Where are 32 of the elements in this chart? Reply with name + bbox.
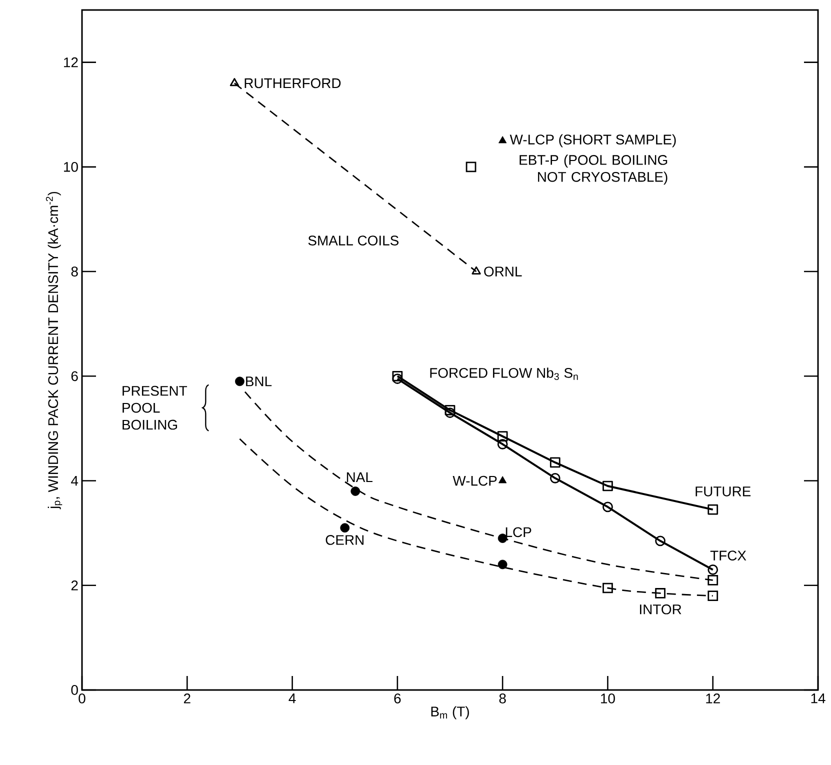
x-tick-label: 14 bbox=[811, 694, 826, 704]
annotation: RUTHERFORD bbox=[244, 78, 341, 88]
y-tick-label: 12 bbox=[64, 57, 78, 68]
annotation: ORNL bbox=[484, 266, 522, 276]
y-tick-label: 4 bbox=[71, 476, 78, 486]
y-tick-label: 8 bbox=[71, 266, 78, 276]
annotation: W-LCP (SHORT SAMPLE) bbox=[510, 134, 676, 148]
annotation: FUTURE bbox=[696, 486, 751, 496]
annotation: EBT-P (POOL BOILING NOT CRYOSTABLE) bbox=[520, 154, 668, 185]
y-axis-title: j$_{p}$, WINDING PACK CURRENT DENSITY (kA·cm$^{-2}$) bbox=[46, 192, 62, 510]
x-tick-label: 2 bbox=[184, 694, 190, 704]
x-tick-label: 8 bbox=[499, 694, 506, 704]
x-tick-label: 4 bbox=[288, 694, 296, 704]
x-axis-title: B$_{m}$ (T) bbox=[431, 706, 469, 720]
annotation: PRESENT POOL BOILING bbox=[122, 386, 188, 430]
annotation: BNL bbox=[246, 376, 272, 386]
x-tick-label: 0 bbox=[78, 694, 86, 704]
annotation: NAL bbox=[346, 472, 372, 482]
annotation: FORCED FLOW Nb$_{3}$ S$_{n}$ bbox=[430, 368, 578, 380]
x-tick-label: 10 bbox=[601, 694, 615, 704]
annotation: CERN bbox=[326, 535, 364, 545]
x-tick-label: 6 bbox=[394, 694, 401, 704]
annotation: TFCX bbox=[710, 550, 746, 560]
y-tick-label: 6 bbox=[71, 371, 78, 382]
y-tick-label: 2 bbox=[71, 580, 78, 590]
x-tick-label: 12 bbox=[706, 694, 720, 704]
y-tick-label: 0 bbox=[71, 685, 78, 695]
annotation: INTOR bbox=[640, 604, 682, 614]
annotation: LCP bbox=[506, 527, 532, 538]
annotation: W-LCP bbox=[452, 476, 497, 486]
y-tick-label: 10 bbox=[64, 162, 78, 172]
annotation: SMALL COILS bbox=[308, 236, 398, 246]
